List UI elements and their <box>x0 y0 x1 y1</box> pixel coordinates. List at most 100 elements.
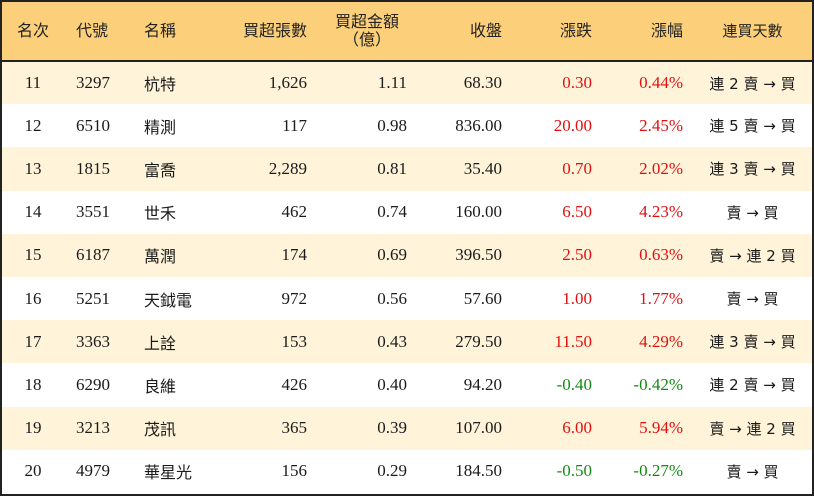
amount-cell: 0.56 <box>377 288 407 308</box>
table-row[interactable]: 17 3363 上詮 153 0.43 279.50 11.50 4.29% 連 3 賣 → 買 <box>2 320 812 364</box>
name-cell: 世禾 <box>144 204 177 224</box>
pct-cell: -0.27% <box>633 461 683 481</box>
shares-cell: 174 <box>281 245 308 265</box>
rank-cell: 16 <box>24 288 42 308</box>
amount-cell: 0.43 <box>377 331 407 351</box>
table-row[interactable]: 20 4979 華星光 156 0.29 184.50 -0.50 -0.27% 賣 → 買 <box>2 449 812 493</box>
change-cell: 1.00 <box>562 288 592 308</box>
header-code[interactable]: 代號 <box>64 2 132 62</box>
table-row[interactable]: 19 3213 茂訊 365 0.39 107.00 6.00 5.94% 賣 → 連 2 買 <box>2 406 812 450</box>
close-cell: 107.00 <box>455 418 502 438</box>
rank-cell: 12 <box>24 115 42 135</box>
table-body: 11 3297 杭特 1,626 1.11 68.30 0.30 0.44% 連 2 賣 → 買… <box>2 61 812 493</box>
shares-cell: 2,289 <box>268 158 307 178</box>
close-cell: 35.40 <box>463 158 502 178</box>
days-cell: 賣 → 買 <box>726 203 779 222</box>
code-cell: 6187 <box>76 245 110 265</box>
rank-cell: 15 <box>24 245 42 265</box>
amount-cell: 1.11 <box>377 73 407 93</box>
amount-cell: 0.40 <box>377 374 407 394</box>
table-row[interactable]: 13 1815 富喬 2,289 0.81 35.40 0.70 2.02% 連 3 賣 → 買 <box>2 147 812 191</box>
pct-cell: 0.63% <box>639 245 683 265</box>
table-row[interactable]: 18 6290 良維 426 0.40 94.20 -0.40 -0.42% 連 2 賣 → 買 <box>2 363 812 407</box>
rank-cell: 20 <box>24 461 42 481</box>
header-row: 名次 代號 名稱 買超張數 買超金額 （億） 收盤 漲跌 漲幅 連買天數 <box>2 2 812 62</box>
close-cell: 57.60 <box>463 288 502 308</box>
rank-cell: 14 <box>24 202 42 222</box>
days-cell: 連 2 賣 → 買 <box>709 74 796 93</box>
days-cell: 連 3 賣 → 買 <box>709 160 796 179</box>
pct-cell: 2.02% <box>639 158 683 178</box>
name-cell: 上詮 <box>144 333 177 353</box>
table-row[interactable]: 11 3297 杭特 1,626 1.11 68.30 0.30 0.44% 連 2 賣 → 買 <box>2 61 812 105</box>
shares-cell: 972 <box>281 288 308 308</box>
shares-cell: 117 <box>282 115 307 135</box>
code-cell: 3551 <box>76 202 110 222</box>
amount-cell: 0.39 <box>377 418 407 438</box>
close-cell: 184.50 <box>455 461 502 481</box>
code-cell: 6290 <box>76 374 110 394</box>
days-cell: 連 2 賣 → 買 <box>709 376 796 395</box>
table-row[interactable]: 12 6510 精測 117 0.98 836.00 20.00 2.45% 連 5 賣 → 買 <box>2 104 812 148</box>
amount-cell: 0.74 <box>377 202 407 222</box>
days-cell: 賣 → 連 2 買 <box>709 246 796 265</box>
change-cell: -0.40 <box>556 374 592 394</box>
header-amount[interactable]: 買超金額 （億） <box>317 2 417 62</box>
rank-cell: 13 <box>24 158 42 178</box>
header-name[interactable]: 名稱 <box>132 2 227 62</box>
table-row[interactable]: 15 6187 萬潤 174 0.69 396.50 2.50 0.63% 賣 → 連 2 買 <box>2 233 812 277</box>
header-amount-line2: （億） <box>342 30 391 49</box>
shares-cell: 153 <box>281 331 308 351</box>
days-cell: 賣 → 買 <box>726 290 779 309</box>
pct-cell: 4.29% <box>639 331 683 351</box>
code-cell: 3363 <box>76 331 110 351</box>
close-cell: 160.00 <box>455 202 502 222</box>
pct-cell: 5.94% <box>639 418 683 438</box>
code-cell: 6510 <box>76 115 110 135</box>
pct-cell: -0.42% <box>633 374 683 394</box>
rank-cell: 19 <box>24 418 42 438</box>
code-cell: 3297 <box>76 73 110 93</box>
close-cell: 836.00 <box>455 115 502 135</box>
pct-cell: 4.23% <box>639 202 683 222</box>
change-cell: 6.00 <box>562 418 592 438</box>
table-row[interactable]: 16 5251 天鉞電 972 0.56 57.60 1.00 1.77% 賣 → 買 <box>2 276 812 321</box>
header-shares[interactable]: 買超張數 <box>227 2 317 62</box>
close-cell: 94.20 <box>463 374 502 394</box>
header-close[interactable]: 收盤 <box>417 2 512 62</box>
change-cell: 0.30 <box>562 73 592 93</box>
change-cell: 6.50 <box>562 202 592 222</box>
pct-cell: 0.44% <box>639 73 683 93</box>
days-cell: 賣 → 連 2 買 <box>709 419 796 438</box>
header-amount-line1: 買超金額 <box>334 12 399 31</box>
shares-cell: 1,626 <box>268 73 307 93</box>
shares-cell: 156 <box>281 461 308 481</box>
name-cell: 杭特 <box>144 75 177 95</box>
change-cell: -0.50 <box>556 461 592 481</box>
change-cell: 0.70 <box>562 158 592 178</box>
header-change[interactable]: 漲跌 <box>512 2 602 62</box>
change-cell: 2.50 <box>562 245 592 265</box>
change-cell: 20.00 <box>553 115 592 135</box>
name-cell: 精測 <box>144 117 177 137</box>
days-cell: 連 5 賣 → 買 <box>709 117 796 136</box>
header-rank[interactable]: 名次 <box>2 2 64 62</box>
name-cell: 富喬 <box>144 160 177 180</box>
amount-cell: 0.29 <box>377 461 407 481</box>
code-cell: 1815 <box>76 158 110 178</box>
table-row[interactable]: 14 3551 世禾 462 0.74 160.00 6.50 4.23% 賣 → 買 <box>2 190 812 234</box>
name-cell: 天鉞電 <box>144 290 193 310</box>
pct-cell: 2.45% <box>639 115 683 135</box>
name-cell: 良維 <box>144 376 177 396</box>
name-cell: 茂訊 <box>144 420 177 440</box>
code-cell: 5251 <box>76 288 110 308</box>
header-days[interactable]: 連買天數 <box>693 2 812 62</box>
shares-cell: 426 <box>281 374 308 394</box>
close-cell: 396.50 <box>455 245 502 265</box>
name-cell: 萬潤 <box>144 247 177 267</box>
header-pct[interactable]: 漲幅 <box>602 2 693 62</box>
close-cell: 279.50 <box>455 331 502 351</box>
days-cell: 賣 → 買 <box>726 462 779 481</box>
